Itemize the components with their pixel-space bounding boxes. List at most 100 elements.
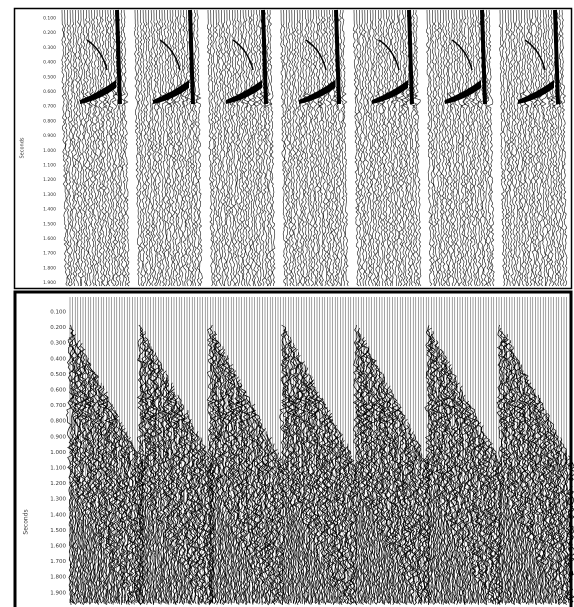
event <box>451 39 473 71</box>
trace <box>225 10 233 287</box>
trace <box>467 406 475 605</box>
trace <box>282 330 290 604</box>
trace <box>522 10 530 287</box>
trace <box>278 461 286 605</box>
trace <box>243 10 252 287</box>
trace <box>477 425 484 603</box>
trace <box>219 349 226 605</box>
event <box>407 9 414 105</box>
trace <box>111 410 119 603</box>
trace <box>137 327 145 604</box>
trace <box>258 422 265 605</box>
trace <box>252 10 260 287</box>
trace <box>82 10 89 287</box>
trace <box>509 349 517 605</box>
trace <box>530 10 539 287</box>
trace <box>125 297 129 604</box>
trace <box>82 355 90 604</box>
trace <box>459 391 467 605</box>
event <box>334 9 341 105</box>
trace <box>171 10 179 287</box>
event <box>153 80 189 104</box>
trace <box>77 10 84 287</box>
event <box>480 9 487 105</box>
trace <box>509 10 517 287</box>
trace <box>539 10 547 287</box>
trace <box>352 297 355 604</box>
trace <box>435 297 438 603</box>
trace <box>238 385 246 604</box>
trace <box>367 352 374 605</box>
trace <box>255 10 263 287</box>
trace <box>74 339 81 603</box>
trace <box>266 297 269 604</box>
trace <box>510 352 518 605</box>
trace <box>426 327 434 603</box>
trace <box>506 342 514 604</box>
trace <box>165 379 173 605</box>
trace <box>385 388 394 604</box>
gather <box>498 9 568 287</box>
trace <box>427 297 430 604</box>
y-tick-label: 0.600 <box>43 89 56 95</box>
trace <box>224 361 234 605</box>
y-tick-label: 0.700 <box>43 104 56 110</box>
trace <box>469 10 476 287</box>
y-tick-label: 1.100 <box>43 163 56 169</box>
trace <box>360 10 368 287</box>
trace <box>132 449 139 605</box>
trace <box>433 10 441 286</box>
trace <box>550 10 557 287</box>
trace <box>471 10 479 287</box>
trace <box>276 297 280 604</box>
trace <box>518 367 527 603</box>
trace <box>69 10 76 287</box>
trace <box>274 297 277 604</box>
trace <box>89 10 98 287</box>
trace <box>477 10 484 287</box>
trace <box>387 10 395 286</box>
trace <box>358 336 367 605</box>
trace <box>150 10 157 287</box>
trace <box>71 10 79 287</box>
trace <box>312 10 319 287</box>
trace <box>66 324 74 606</box>
trace <box>463 10 471 287</box>
trace <box>487 443 494 604</box>
trace <box>308 379 315 605</box>
trace <box>403 10 412 287</box>
trace <box>452 10 460 286</box>
trace <box>61 10 68 287</box>
trace <box>134 452 141 603</box>
trace <box>165 10 173 287</box>
trace <box>431 10 438 287</box>
axis-label: Seconds <box>23 509 30 534</box>
trace <box>282 10 289 287</box>
trace <box>163 10 171 287</box>
y-tick-label: 0.500 <box>43 74 56 80</box>
trace <box>374 10 381 287</box>
trace <box>88 367 96 603</box>
trace <box>285 10 293 287</box>
trace <box>97 385 106 604</box>
y-tick-label: 0.600 <box>50 388 66 394</box>
trace <box>520 370 528 604</box>
trace <box>442 10 449 287</box>
trace <box>227 364 234 605</box>
event <box>226 80 262 104</box>
trace <box>136 10 144 287</box>
trace <box>306 10 314 287</box>
trace <box>291 10 298 287</box>
trace <box>127 440 134 604</box>
trace <box>411 10 420 287</box>
trace <box>326 412 334 604</box>
trace <box>294 297 298 604</box>
y-tick-label: 1.300 <box>43 192 56 198</box>
trace <box>557 440 565 604</box>
trace <box>214 10 222 287</box>
trace <box>136 324 144 606</box>
trace <box>259 425 266 603</box>
trace <box>85 361 93 605</box>
trace <box>275 455 282 604</box>
trace <box>108 10 117 287</box>
